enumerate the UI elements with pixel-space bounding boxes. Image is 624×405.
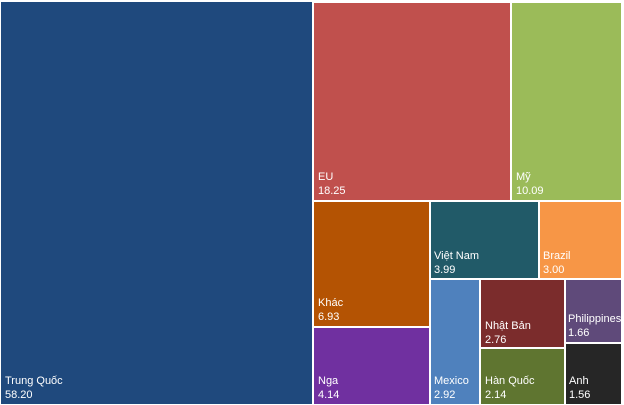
treemap-value-viet-nam: 3.99 — [434, 264, 455, 276]
treemap-cell-trung-quoc: Trung Quốc 58.20 — [1, 2, 312, 404]
treemap-label-nhat-ban: Nhật Bản — [485, 320, 531, 332]
treemap-rect-khac — [314, 202, 429, 326]
treemap-cell-brazil: Brazil 3.00 — [540, 202, 621, 278]
treemap-label-philippines: Philippines — [568, 313, 622, 325]
treemap-value-anh: 1.56 — [569, 389, 590, 401]
treemap-label-han-quoc: Hàn Quốc — [485, 375, 535, 387]
treemap-value-nga: 4.14 — [318, 389, 339, 401]
treemap-rect-han-quoc — [481, 349, 564, 404]
treemap-label-my: Mỹ — [516, 171, 531, 183]
treemap-value-han-quoc: 2.14 — [485, 389, 506, 401]
treemap-value-khac: 6.93 — [318, 311, 339, 323]
treemap-value-brazil: 3.00 — [543, 264, 564, 276]
treemap-label-brazil: Brazil — [543, 250, 571, 262]
treemap-cell-nhat-ban: Nhật Bản 2.76 — [481, 280, 564, 347]
treemap-rect-philippines — [566, 280, 621, 342]
treemap-value-eu: 18.25 — [318, 185, 346, 197]
treemap-cell-khac: Khác 6.93 — [314, 202, 429, 326]
treemap-value-philippines: 1.66 — [568, 327, 589, 339]
treemap-rect-trung-quoc — [1, 2, 312, 404]
treemap-rect-nhat-ban — [481, 280, 564, 347]
treemap-rect-eu — [314, 3, 510, 200]
treemap-value-nhat-ban: 2.76 — [485, 334, 506, 346]
treemap-rect-anh — [566, 344, 621, 404]
treemap-cell-nga: Nga 4.14 — [314, 328, 429, 404]
treemap-label-mexico: Mexico — [434, 375, 469, 387]
treemap-label-nga: Nga — [318, 375, 339, 387]
treemap-cell-viet-nam: Việt Nam 3.99 — [431, 202, 538, 278]
treemap-rect-brazil — [540, 202, 621, 278]
treemap-cell-philippines: Philippines 1.66 — [566, 280, 622, 342]
treemap-rect-viet-nam — [431, 202, 538, 278]
treemap-cell-mexico: Mexico 2.92 — [431, 280, 479, 404]
treemap-value-mexico: 2.92 — [434, 389, 455, 401]
treemap-label-trung-quoc: Trung Quốc — [5, 375, 63, 387]
treemap-cell-my: Mỹ 10.09 — [512, 3, 621, 200]
treemap-label-anh: Anh — [569, 375, 589, 387]
treemap-label-khac: Khác — [318, 297, 344, 309]
treemap-rect-nga — [314, 328, 429, 404]
treemap-label-viet-nam: Việt Nam — [434, 250, 479, 262]
treemap-rect-mexico — [431, 280, 479, 404]
treemap-value-my: 10.09 — [516, 185, 544, 197]
treemap-label-eu: EU — [318, 171, 333, 183]
treemap-cell-han-quoc: Hàn Quốc 2.14 — [481, 349, 564, 404]
treemap-cell-anh: Anh 1.56 — [566, 344, 621, 404]
treemap-value-trung-quoc: 58.20 — [5, 389, 33, 401]
treemap-cell-eu: EU 18.25 — [314, 3, 510, 200]
treemap-rect-my — [512, 3, 621, 200]
